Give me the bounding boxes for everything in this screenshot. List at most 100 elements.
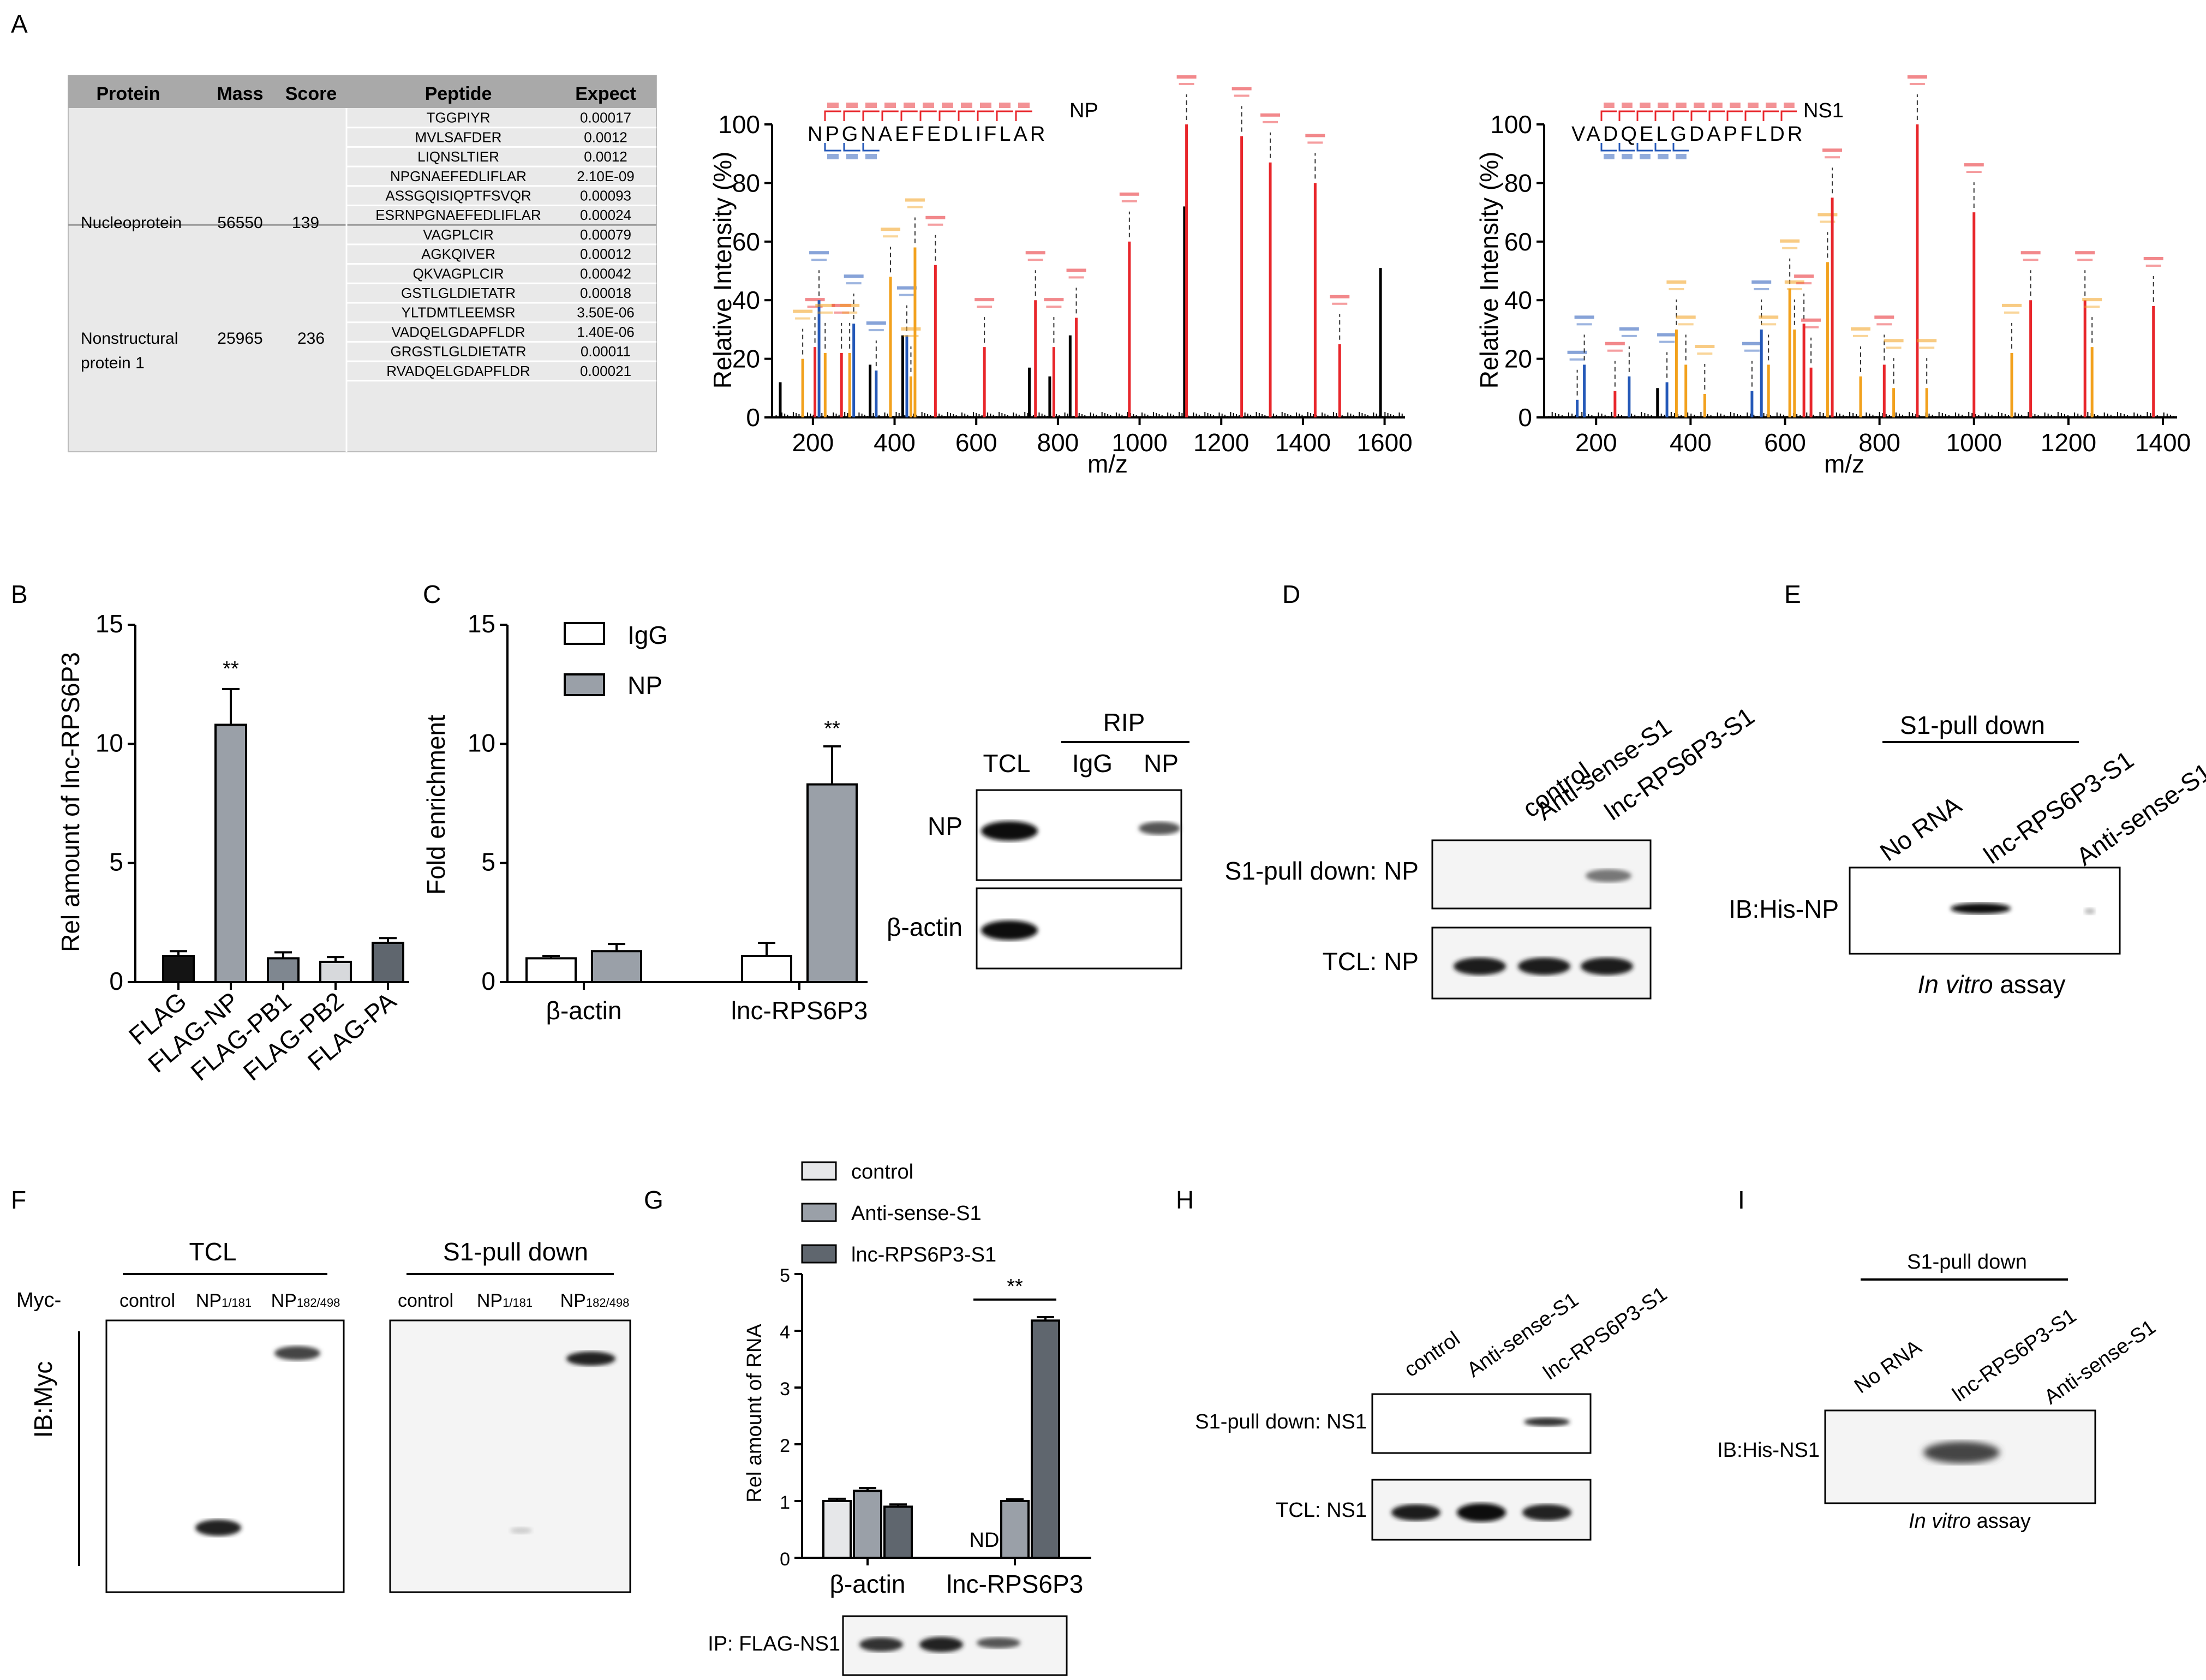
peak-annotation <box>1567 350 1587 354</box>
band <box>1457 1503 1506 1522</box>
peak-annotation <box>1263 121 1278 123</box>
band <box>566 1352 615 1366</box>
peak-annotation <box>2002 303 2022 307</box>
bar <box>372 941 404 983</box>
x-tick-label: 1000 <box>1111 428 1167 457</box>
d-row-pull: S1-pull down: NP <box>1225 857 1419 885</box>
band <box>977 1637 1020 1648</box>
band <box>919 1637 963 1652</box>
band <box>1454 958 1506 975</box>
band <box>859 1637 903 1652</box>
legend-c-igg: IgG <box>627 621 668 649</box>
significance-mark: ** <box>824 718 840 740</box>
y-tick-label: 20 <box>732 345 760 373</box>
peak-annotation <box>1919 346 1935 349</box>
x-tick-label: 600 <box>955 428 997 457</box>
band <box>1581 958 1633 975</box>
table-peptide: RVADQELGDAPFLDR <box>386 363 530 379</box>
rip-row-actin: β-actin <box>887 913 962 941</box>
table-expect: 0.00017 <box>580 110 631 126</box>
peak-annotation <box>1657 333 1677 337</box>
peak-annotation <box>1607 349 1623 352</box>
f-lane-range: 182/498 <box>586 1296 630 1310</box>
peak-annotation <box>817 311 833 314</box>
peak-annotation <box>1231 87 1252 91</box>
f-lane-label: NP182/498 <box>560 1290 630 1311</box>
th-peptide: Peptide <box>425 83 492 104</box>
peak-annotation <box>2023 259 2038 261</box>
e-caption-rest: assay <box>1993 970 2066 999</box>
f-lane-label: control <box>398 1290 453 1311</box>
spectrum-ns1-sequence: VADQELGDAPFLDR <box>1571 123 1805 146</box>
table-peptide: VADQELGDAPFLDR <box>391 324 525 340</box>
protein-np: Nucleoprotein <box>81 214 182 232</box>
peak-annotation <box>1964 163 1984 167</box>
panel-label-b: B <box>11 580 28 608</box>
peak-annotation <box>1874 315 1894 319</box>
peak-annotation <box>868 329 884 332</box>
x-tick-label: 1400 <box>2135 428 2191 457</box>
peak-annotation <box>975 298 995 302</box>
band <box>1951 903 2011 914</box>
th-mass: Mass <box>217 83 263 104</box>
spectrum-np-xlabel: m/z <box>1087 450 1128 478</box>
x-tick-label: 1200 <box>2041 428 2096 457</box>
peak-annotation <box>1697 352 1713 355</box>
band <box>1391 1504 1440 1521</box>
legend-c-igg-swatch <box>564 622 605 645</box>
spectrum-np-title: NP <box>1069 99 1098 122</box>
e-header: S1-pull down <box>1900 711 2045 739</box>
peak-annotation <box>905 198 925 202</box>
f-blot-tcl <box>105 1319 345 1593</box>
peak-annotation <box>1909 83 1925 85</box>
band <box>981 920 1038 940</box>
table-expect: 1.40E-06 <box>577 324 635 340</box>
table-peptide: TGGPIYR <box>426 110 490 126</box>
peak-annotation <box>881 228 901 231</box>
peak-annotation <box>1119 192 1139 196</box>
table-peptide: MVLSAFDER <box>415 129 502 145</box>
peak-annotation <box>1176 75 1197 79</box>
spectrum-np-sequence: NPGNAEFEDLIFLAR <box>808 123 1048 146</box>
panel-c-ylabel: Fold enrichment <box>422 715 450 895</box>
panel-label-a: A <box>11 10 28 38</box>
spectrum-ns1-title: NS1 <box>1803 99 1844 122</box>
peptide-table: Protein Mass Score Peptide Expect Nucleo… <box>68 75 657 452</box>
g-ip: IP: FLAG-NS1 <box>708 1633 840 1655</box>
d-row-tcl: TCL: NP <box>1323 947 1419 976</box>
f-ib: IB:Myc <box>29 1361 57 1438</box>
f-lane-name: NP <box>271 1290 297 1311</box>
h-row-pull: S1-pull down: NS1 <box>1195 1410 1367 1433</box>
peak-annotation <box>1784 280 1804 284</box>
protein-ns1-line1: Nonstructural <box>81 330 178 348</box>
peak-annotation <box>1818 213 1838 217</box>
peak-annotation <box>1822 148 1843 152</box>
y-tick-label: 60 <box>1504 228 1532 256</box>
y-tick-label: 80 <box>1504 169 1532 197</box>
score-ns1: 236 <box>297 330 325 348</box>
table-expect: 3.50E-06 <box>577 304 635 321</box>
y-tick-label: 100 <box>718 110 760 139</box>
legend-g-lnc: lnc-RPS6P3-S1 <box>851 1243 996 1266</box>
th-expect: Expect <box>575 83 636 104</box>
legend-g-anti: Anti-sense-S1 <box>851 1202 982 1225</box>
peak-annotation <box>1676 315 1696 319</box>
f-lane-name: NP <box>477 1290 503 1311</box>
peak-annotation <box>1669 288 1684 290</box>
peak-annotation <box>1786 288 1802 290</box>
e-lane-1: No RNA <box>1875 791 1966 867</box>
table-peptide: ASSGQISIQPTFSVQR <box>385 188 531 204</box>
peak-annotation <box>1751 280 1772 284</box>
panel-label-e: E <box>1784 580 1801 608</box>
legend-c-np-swatch <box>564 673 605 696</box>
peak-annotation <box>899 294 914 296</box>
mass-ns1: 25965 <box>217 330 262 348</box>
y-tick-label: 10 <box>468 728 495 757</box>
band <box>981 821 1038 841</box>
bar <box>806 783 858 983</box>
x-tick-label: 1600 <box>1356 428 1412 457</box>
bar <box>162 954 195 984</box>
y-tick-label: 15 <box>95 609 123 638</box>
bar <box>853 1490 882 1559</box>
